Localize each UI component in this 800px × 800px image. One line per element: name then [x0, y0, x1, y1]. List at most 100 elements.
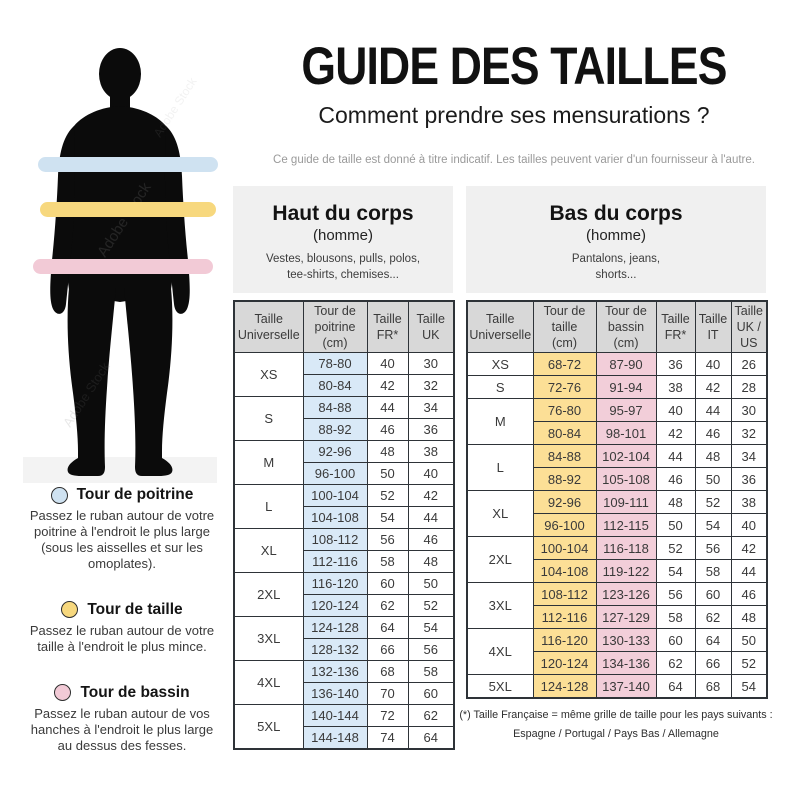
table-row: 96-100 112-115 50 54 40 [467, 513, 768, 537]
table-cell: 46 [407, 528, 455, 551]
table-cell: 72-76 [532, 375, 597, 399]
table-cell: 130-133 [595, 628, 657, 652]
table-cell: 40 [366, 352, 409, 375]
footnote: (*) Taille Française = même grille de ta… [450, 706, 782, 744]
panel-subtitle: (homme) [312, 227, 373, 244]
table-cell: 32 [730, 421, 768, 445]
table-cell: 46 [655, 467, 696, 491]
table-cell: 64 [407, 726, 455, 750]
size-label-cell: 4XL [233, 660, 304, 705]
table-row: 120-124 134-136 62 66 52 [467, 651, 768, 675]
table-cell: 108-112 [532, 582, 597, 606]
table-cell: 80-84 [302, 374, 368, 397]
table-row: 2XL 100-104 116-118 52 56 42 [466, 536, 768, 583]
table-cell: 80-84 [532, 421, 597, 445]
table-cell: 40 [655, 398, 696, 422]
table-cell: 56 [366, 528, 409, 551]
size-label-cell: M [233, 440, 304, 485]
table-cell: 40 [730, 513, 768, 537]
size-label-cell: S [233, 396, 304, 441]
table-cell: 95-97 [595, 398, 657, 422]
table-cell: 96-100 [302, 462, 368, 485]
table-cell: 62 [694, 605, 732, 629]
column-header: Tour de taille (cm) [532, 300, 597, 353]
table-cell: 62 [407, 704, 455, 727]
table-cell: 32 [407, 374, 455, 397]
table-row: L 100-104 52 42 [233, 484, 455, 529]
size-label-cell: 2XL [233, 572, 304, 617]
table-row: 88-92 105-108 46 50 36 [467, 467, 768, 491]
waist-measure-band [40, 202, 216, 217]
table-cell: 96-100 [532, 513, 597, 537]
page-title: GUIDE DES TAILLES [301, 37, 727, 96]
table-cell: 87-90 [595, 352, 657, 376]
table-cell: 60 [694, 582, 732, 606]
table-cell: 58 [655, 605, 696, 629]
lower-body-size-table: Taille Universelle Tour de taille (cm) Tou… [466, 300, 768, 699]
table-cell: 58 [407, 660, 455, 683]
table-row: 104-108 119-122 54 58 44 [467, 559, 768, 583]
table-cell: 68 [694, 674, 732, 699]
table-cell: 127-129 [595, 605, 657, 629]
table-cell: 50 [694, 467, 732, 491]
table-cell: 64 [366, 616, 409, 639]
table-cell: 46 [730, 582, 768, 606]
table-cell: 104-108 [532, 559, 597, 583]
size-label-cell: 5XL [233, 704, 304, 750]
right-leg-shape [124, 288, 173, 476]
table-cell: 66 [694, 651, 732, 675]
table-row: 120-124 62 52 [234, 594, 455, 617]
column-header: Taille IT [694, 300, 732, 353]
size-label-cell: XL [466, 490, 534, 537]
table-row: 3XL 124-128 64 54 [233, 616, 455, 661]
table-cell: 54 [694, 513, 732, 537]
size-label-cell: M [466, 398, 534, 445]
watermark-text: Adobe Stock [151, 74, 200, 140]
table-row: 4XL 116-120 130-133 60 64 50 [466, 628, 768, 675]
legend-description: Passez le ruban autour de votre poitrine… [29, 508, 215, 571]
table-row: 112-116 127-129 58 62 48 [467, 605, 768, 629]
table-cell: 52 [655, 536, 696, 560]
table-row: 5XL 124-128 137-140 64 68 54 [466, 674, 768, 699]
table-cell: 34 [407, 396, 455, 419]
table-cell: 44 [407, 506, 455, 529]
table-cell: 52 [366, 484, 409, 507]
body-shape [50, 48, 190, 476]
table-cell: 88-92 [532, 467, 597, 491]
table-cell: 56 [655, 582, 696, 606]
table-cell: 44 [655, 444, 696, 468]
table-cell: 120-124 [532, 651, 597, 675]
table-cell: 116-120 [302, 572, 368, 595]
table-row: M 76-80 95-97 40 44 30 [466, 398, 768, 445]
table-row: L 84-88 102-104 44 48 34 [466, 444, 768, 491]
table-cell: 84-88 [302, 396, 368, 419]
table-cell: 136-140 [302, 682, 368, 705]
table-cell: 112-116 [532, 605, 597, 629]
column-header: Taille UK / US [730, 300, 768, 353]
table-cell: 84-88 [532, 444, 597, 468]
lower-body-panel: Bas du corps (homme) Pantalons, jeans, s… [466, 186, 766, 293]
table-cell: 144-148 [302, 726, 368, 750]
table-cell: 36 [730, 467, 768, 491]
table-cell: 60 [407, 682, 455, 705]
column-header: Tour de bassin (cm) [595, 300, 657, 353]
table-cell: 52 [694, 490, 732, 514]
table-cell: 120-124 [302, 594, 368, 617]
legend-item-taille: Tour de taille Passez le ruban autour de… [16, 601, 228, 655]
table-cell: 124-128 [302, 616, 368, 639]
table-cell: 100-104 [532, 536, 597, 560]
table-cell: 100-104 [302, 484, 368, 507]
footnote-line1: (*) Taille Française = même grille de ta… [459, 709, 773, 721]
hip-measure-band [33, 259, 213, 274]
size-label-cell: 4XL [466, 628, 534, 675]
table-cell: 48 [694, 444, 732, 468]
table-cell: 48 [730, 605, 768, 629]
size-label-cell: XS [466, 352, 534, 376]
table-cell: 116-118 [595, 536, 657, 560]
table-cell: 44 [366, 396, 409, 419]
table-cell: 50 [407, 572, 455, 595]
column-header: Taille FR* [366, 300, 409, 353]
table-cell: 30 [730, 398, 768, 422]
table-cell: 38 [655, 375, 696, 399]
table-row: 80-84 42 32 [234, 374, 455, 397]
